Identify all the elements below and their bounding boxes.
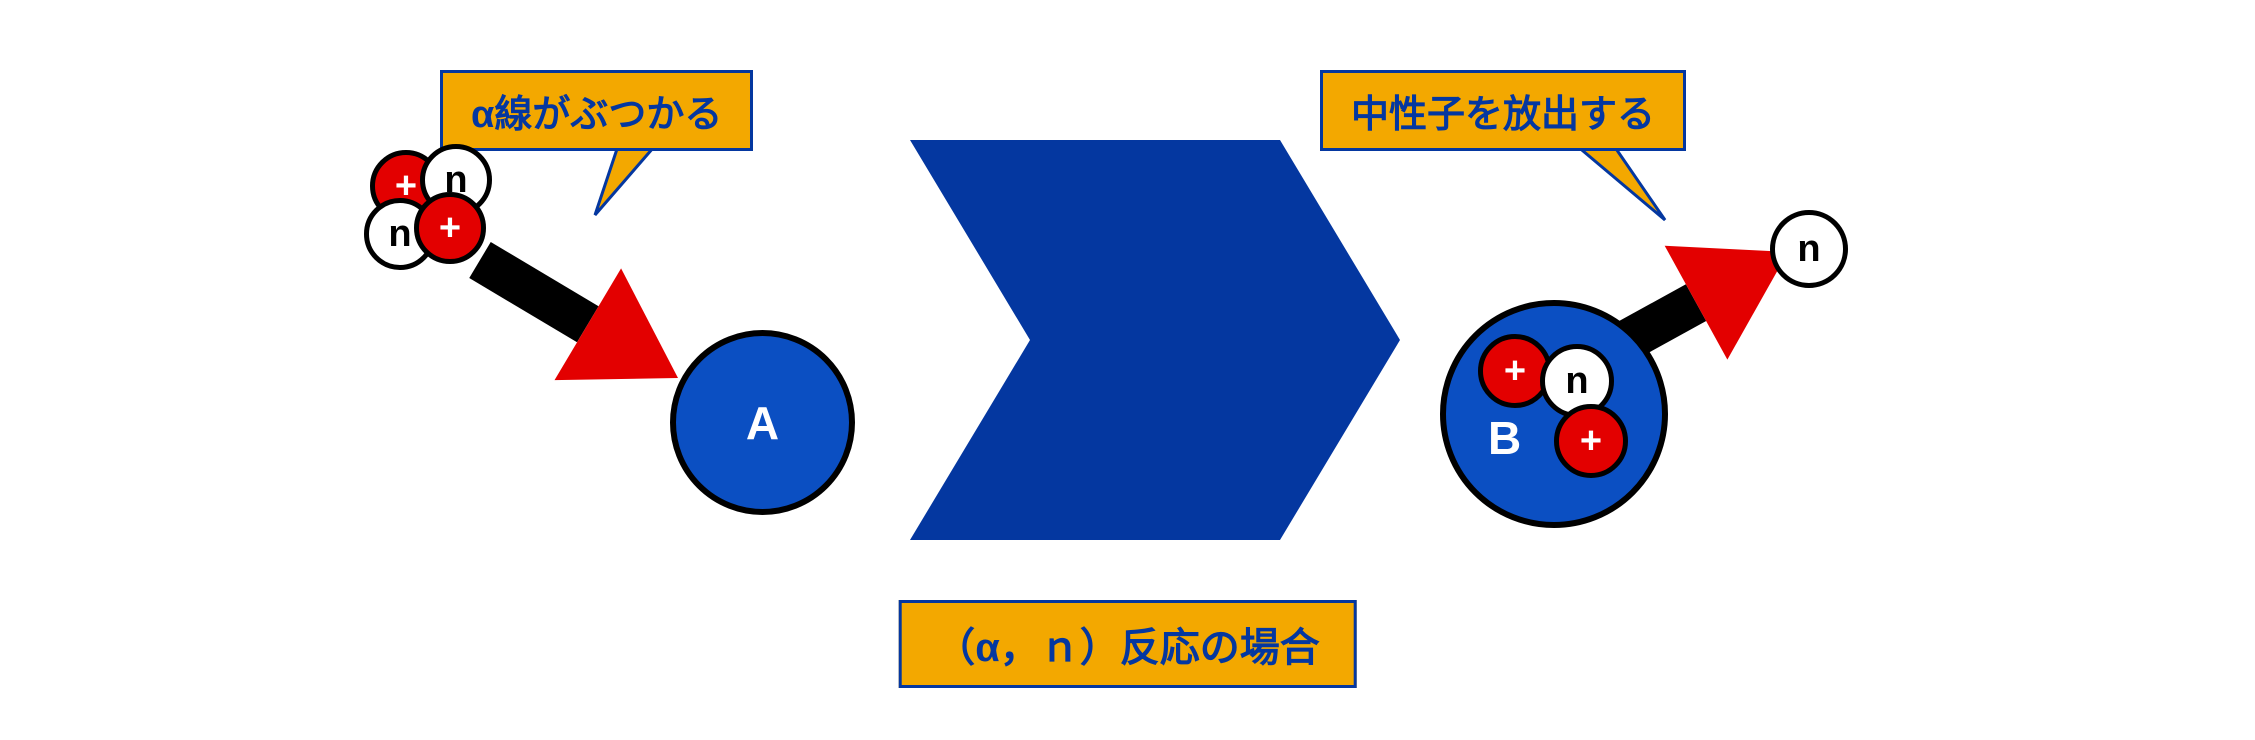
- label-neutron-emission: 中性子を放出する: [1320, 70, 1686, 151]
- nucleus-b: B: [1440, 300, 1668, 528]
- label-neutron-emission-text: 中性子を放出する: [1351, 83, 1655, 138]
- proton-particle: +: [1554, 404, 1628, 478]
- central-transform-arrow: [910, 140, 1400, 540]
- label-alpha-hits-text: α線がぶつかる: [471, 83, 722, 138]
- label-alpha-hits: α線がぶつかる: [440, 70, 753, 151]
- diagram-stage: α線がぶつかる 中性子を放出する A B +nn+ +n+ n （α，ｎ）反応の…: [0, 0, 2255, 740]
- bottom-reaction-label-text: （α，ｎ）反応の場合: [935, 615, 1320, 673]
- alpha-incoming-arrow: [469, 242, 678, 380]
- nucleus-a: A: [670, 330, 855, 515]
- neutron-particle: n: [1770, 210, 1848, 288]
- bottom-reaction-label: （α，ｎ）反応の場合: [898, 600, 1357, 688]
- callout-tail-right: [1570, 140, 1665, 220]
- nucleus-b-letter: B: [1488, 411, 1521, 465]
- callout-tail-left: [595, 140, 660, 215]
- nucleus-a-letter: A: [746, 396, 779, 450]
- proton-particle: +: [414, 192, 486, 264]
